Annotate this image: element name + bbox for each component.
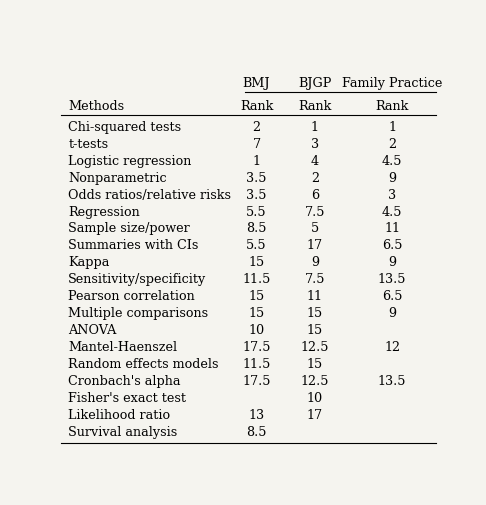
Text: 13.5: 13.5 <box>378 273 406 286</box>
Text: 7: 7 <box>253 138 260 150</box>
Text: Rank: Rank <box>376 100 409 113</box>
Text: 1: 1 <box>311 121 319 134</box>
Text: 3.5: 3.5 <box>246 188 267 201</box>
Text: BJGP: BJGP <box>298 77 331 90</box>
Text: Nonparametric: Nonparametric <box>68 171 167 184</box>
Text: 7.5: 7.5 <box>305 205 325 218</box>
Text: Mantel-Haenszel: Mantel-Haenszel <box>68 340 177 353</box>
Text: 9: 9 <box>388 307 396 320</box>
Text: 9: 9 <box>388 171 396 184</box>
Text: 15: 15 <box>248 256 265 269</box>
Text: Kappa: Kappa <box>68 256 110 269</box>
Text: 3: 3 <box>388 188 396 201</box>
Text: 15: 15 <box>248 289 265 302</box>
Text: Random effects models: Random effects models <box>68 357 219 370</box>
Text: 2: 2 <box>388 138 396 150</box>
Text: 9: 9 <box>311 256 319 269</box>
Text: 6.5: 6.5 <box>382 289 402 302</box>
Text: 4.5: 4.5 <box>382 205 402 218</box>
Text: 9: 9 <box>388 256 396 269</box>
Text: 11: 11 <box>384 222 400 235</box>
Text: 11.5: 11.5 <box>243 273 271 286</box>
Text: 13.5: 13.5 <box>378 374 406 387</box>
Text: Survival analysis: Survival analysis <box>68 425 177 438</box>
Text: Fisher's exact test: Fisher's exact test <box>68 391 186 404</box>
Text: Summaries with CIs: Summaries with CIs <box>68 239 199 252</box>
Text: 12.5: 12.5 <box>301 340 329 353</box>
Text: Likelihood ratio: Likelihood ratio <box>68 408 171 421</box>
Text: Chi-squared tests: Chi-squared tests <box>68 121 181 134</box>
Text: 5.5: 5.5 <box>246 239 267 252</box>
Text: 1: 1 <box>388 121 396 134</box>
Text: 6.5: 6.5 <box>382 239 402 252</box>
Text: 1: 1 <box>253 155 260 168</box>
Text: Sensitivity/specificity: Sensitivity/specificity <box>68 273 207 286</box>
Text: BMJ: BMJ <box>243 77 270 90</box>
Text: 8.5: 8.5 <box>246 425 267 438</box>
Text: Family Practice: Family Practice <box>342 77 442 90</box>
Text: 12: 12 <box>384 340 400 353</box>
Text: 2: 2 <box>311 171 319 184</box>
Text: Cronbach's alpha: Cronbach's alpha <box>68 374 181 387</box>
Text: 10: 10 <box>248 323 265 336</box>
Text: 10: 10 <box>307 391 323 404</box>
Text: Odds ratios/relative risks: Odds ratios/relative risks <box>68 188 231 201</box>
Text: 4.5: 4.5 <box>382 155 402 168</box>
Text: ANOVA: ANOVA <box>68 323 117 336</box>
Text: 3.5: 3.5 <box>246 171 267 184</box>
Text: Multiple comparisons: Multiple comparisons <box>68 307 208 320</box>
Text: 12.5: 12.5 <box>301 374 329 387</box>
Text: 5: 5 <box>311 222 319 235</box>
Text: 15: 15 <box>307 323 323 336</box>
Text: 15: 15 <box>307 307 323 320</box>
Text: 17.5: 17.5 <box>243 374 271 387</box>
Text: Pearson correlation: Pearson correlation <box>68 289 195 302</box>
Text: Rank: Rank <box>298 100 331 113</box>
Text: 15: 15 <box>248 307 265 320</box>
Text: 15: 15 <box>307 357 323 370</box>
Text: 17: 17 <box>307 239 323 252</box>
Text: 11.5: 11.5 <box>243 357 271 370</box>
Text: 3: 3 <box>311 138 319 150</box>
Text: 11: 11 <box>307 289 323 302</box>
Text: 17: 17 <box>307 408 323 421</box>
Text: 8.5: 8.5 <box>246 222 267 235</box>
Text: 17.5: 17.5 <box>243 340 271 353</box>
Text: 2: 2 <box>253 121 260 134</box>
Text: Logistic regression: Logistic regression <box>68 155 191 168</box>
Text: t-tests: t-tests <box>68 138 108 150</box>
Text: 4: 4 <box>311 155 319 168</box>
Text: 6: 6 <box>311 188 319 201</box>
Text: Rank: Rank <box>240 100 273 113</box>
Text: 5.5: 5.5 <box>246 205 267 218</box>
Text: 13: 13 <box>248 408 265 421</box>
Text: Methods: Methods <box>68 100 124 113</box>
Text: Regression: Regression <box>68 205 140 218</box>
Text: Sample size/power: Sample size/power <box>68 222 190 235</box>
Text: 7.5: 7.5 <box>305 273 325 286</box>
